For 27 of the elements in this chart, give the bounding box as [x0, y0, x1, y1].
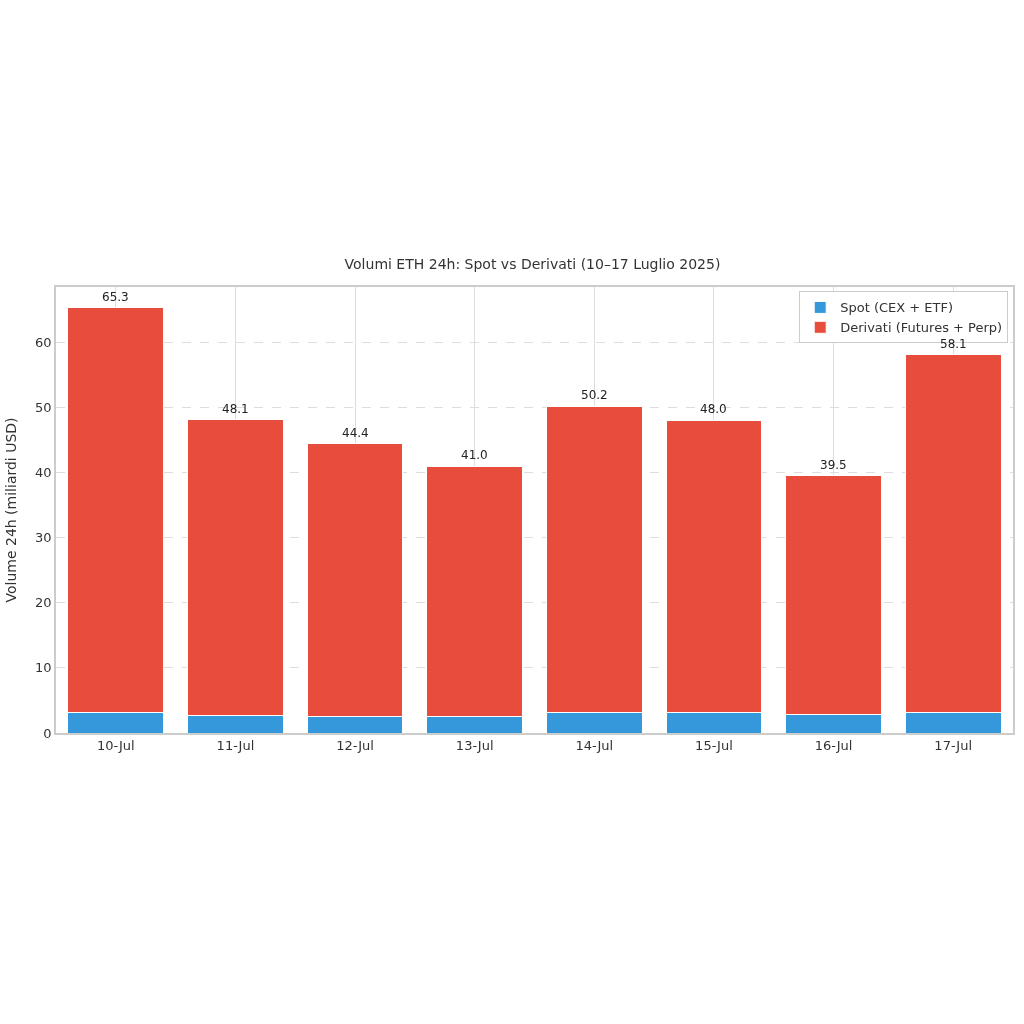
- x-tick-label: 16-Jul: [814, 738, 853, 754]
- y-tick-label: 60: [35, 334, 52, 350]
- total-label: 44.4: [342, 426, 369, 440]
- total-label: 39.5: [820, 458, 847, 472]
- y-axis-title: Volume 24h (miliardi USD): [3, 417, 20, 603]
- total-label: 65.3: [102, 290, 129, 304]
- legend-label: Spot (CEX + ETF): [840, 300, 954, 316]
- x-tick-label: 14-Jul: [575, 738, 614, 754]
- total-label: 58.1: [940, 337, 967, 351]
- total-label: 41.0: [461, 448, 488, 462]
- x-tick-label: 10-Jul: [96, 738, 135, 754]
- y-tick-label: 50: [35, 400, 52, 415]
- x-tick-label: 15-Jul: [695, 738, 733, 754]
- total-label: 48.0: [700, 402, 727, 416]
- legend-label: Derivati (Futures + Perp): [840, 320, 1003, 336]
- x-tick-label: 12-Jul: [336, 738, 374, 754]
- total-label: 50.2: [581, 388, 608, 402]
- y-tick-label: 10: [35, 660, 52, 676]
- x-tick-label: 13-Jul: [455, 738, 494, 754]
- total-label: 48.1: [222, 402, 249, 416]
- y-tick-label: 20: [35, 595, 52, 611]
- x-tick-label: 11-Jul: [216, 738, 255, 754]
- chart-title: Volumi ETH 24h: Spot vs Derivati (10–17 Luglio 2025): [344, 256, 721, 273]
- y-tick-label: 40: [35, 465, 52, 481]
- y-tick-label: 30: [35, 530, 52, 546]
- y-tick-label: 0: [43, 725, 52, 741]
- x-tick-label: 17-Jul: [934, 738, 973, 754]
